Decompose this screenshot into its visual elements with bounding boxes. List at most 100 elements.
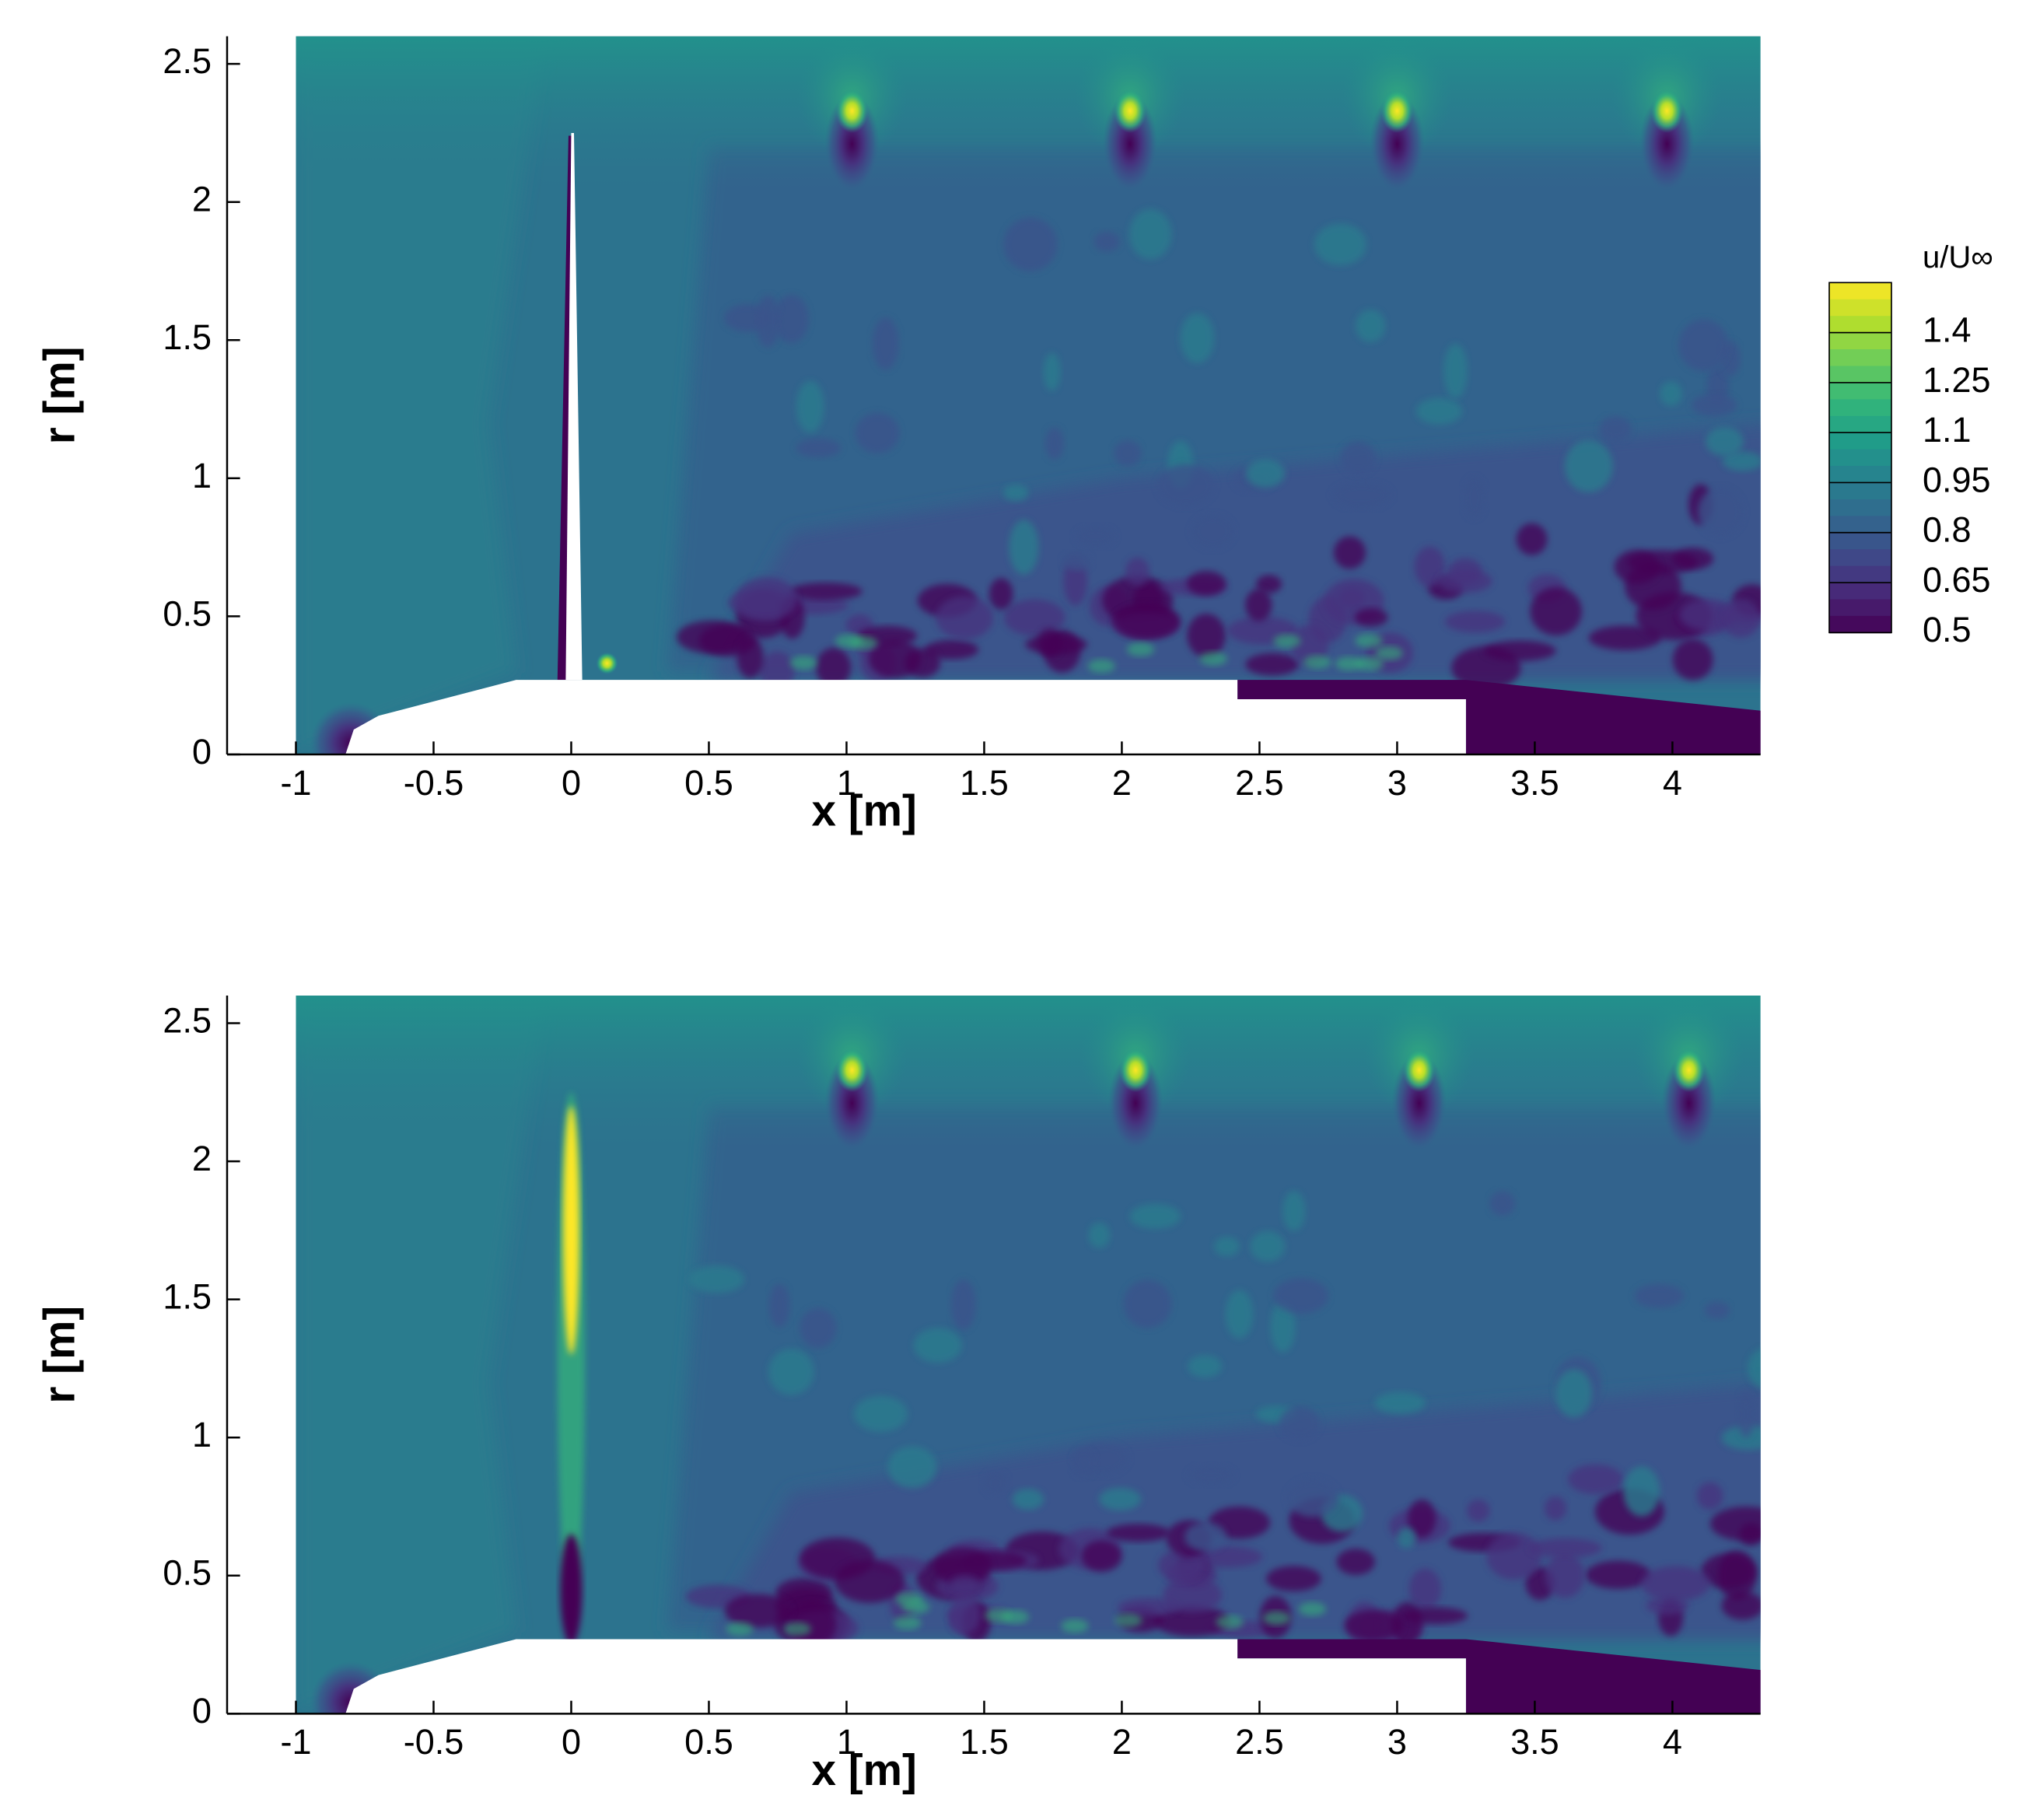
y-tick-label: 0.5 — [163, 593, 212, 633]
field-blob — [1106, 1524, 1170, 1542]
field-blob — [1093, 231, 1120, 252]
field-blob — [1696, 1482, 1723, 1510]
field-blob — [1444, 611, 1506, 633]
field-blob — [1088, 1222, 1111, 1248]
field-blob — [1692, 394, 1737, 417]
field-blob — [1489, 1191, 1516, 1216]
field-blob — [1113, 89, 1147, 133]
field-blob — [901, 1600, 930, 1614]
field-blob — [1588, 625, 1662, 650]
field-blob — [1585, 1560, 1651, 1589]
field-blob — [893, 1615, 922, 1630]
field-blob — [1246, 459, 1286, 488]
field-blob — [1003, 599, 1065, 636]
field-blob — [1001, 1610, 1030, 1624]
field-blob — [1184, 1522, 1226, 1552]
field-blob — [1287, 1479, 1338, 1517]
colorbar-band — [1829, 532, 1891, 551]
field-blob — [1012, 1489, 1044, 1510]
field-blob — [677, 620, 748, 654]
field-blob — [789, 583, 863, 600]
field-blob — [1186, 571, 1226, 597]
x-tick-label: 0 — [562, 763, 581, 803]
colorbar-band — [1829, 466, 1891, 484]
y-tick-label: 2 — [192, 180, 212, 219]
field-blob — [1266, 1566, 1321, 1592]
field-blob — [1710, 1507, 1761, 1542]
field-blob — [853, 1395, 908, 1432]
x-tick-label: 1.5 — [960, 1722, 1009, 1762]
field-blob — [1003, 217, 1058, 271]
field-blob — [835, 1559, 905, 1603]
field-blob — [1273, 634, 1301, 649]
field-blob — [688, 1265, 744, 1293]
field-blob — [1545, 1553, 1585, 1598]
field-blob — [1414, 546, 1446, 587]
field-blob — [768, 1349, 814, 1395]
field-blob — [1099, 1487, 1142, 1510]
colorbar-band — [1829, 482, 1891, 500]
colorbar-band — [1829, 549, 1891, 567]
field-blob — [835, 1048, 869, 1093]
field-blob — [1075, 526, 1116, 548]
field-blob — [755, 295, 780, 348]
field-blob — [950, 1279, 976, 1330]
field-blob — [1614, 550, 1660, 584]
colorbar-band — [1829, 516, 1891, 534]
field-blob — [1245, 653, 1299, 676]
field-blob — [1282, 1191, 1306, 1231]
field-blob — [1568, 1464, 1623, 1495]
field-blob — [1180, 313, 1215, 363]
y-tick-label: 0 — [192, 732, 212, 772]
field-blob — [983, 1471, 1008, 1495]
colorbar-band — [1829, 449, 1891, 467]
colorbar-tick-label: 1.4 — [1923, 310, 1972, 350]
colorbar-band — [1829, 432, 1891, 450]
x-tick-label: 0.5 — [684, 1722, 733, 1762]
y-tick-label: 1 — [192, 456, 212, 495]
field-top — [296, 36, 1761, 188]
field-blob — [560, 1534, 583, 1645]
field-blob — [1245, 589, 1272, 621]
field-blob — [1634, 1283, 1685, 1308]
colorbar-band — [1829, 299, 1891, 317]
field-blob — [1043, 352, 1061, 391]
field-blob — [1072, 1450, 1097, 1477]
field-blob — [596, 652, 618, 675]
colorbar-band — [1829, 349, 1891, 367]
field-blob — [1721, 599, 1761, 638]
field-region — [345, 680, 1466, 754]
field-blob — [1599, 416, 1632, 442]
field-blob — [1564, 439, 1613, 492]
x-tick-label: 2.5 — [1235, 1722, 1284, 1762]
x-tick-label: -1 — [280, 1722, 311, 1762]
colorbar-tick-label: 0.65 — [1923, 560, 1991, 600]
field-blob — [1483, 640, 1556, 661]
field-blob — [1356, 656, 1384, 671]
field-blob — [1722, 451, 1761, 471]
field-blob — [1660, 381, 1682, 406]
x-tick-label: -0.5 — [404, 763, 464, 803]
field-blob — [726, 1622, 754, 1636]
field-blob — [1003, 484, 1029, 502]
x-tick-label: 1.5 — [960, 763, 1009, 803]
x-tick-label: 0 — [562, 1722, 581, 1762]
y-tick-label: 2 — [192, 1139, 212, 1178]
field-blob — [1298, 1601, 1327, 1616]
field-blob — [1748, 1349, 1761, 1388]
field-blob — [1188, 1355, 1223, 1377]
field-blob — [1163, 1577, 1223, 1613]
field-blob — [816, 647, 851, 688]
field-region — [296, 996, 544, 1714]
x-tick-label: 2 — [1112, 763, 1132, 803]
field-blob — [1516, 523, 1548, 555]
y-tick-label: 1.5 — [163, 1277, 212, 1317]
field-blob — [1061, 1619, 1089, 1633]
y-tick-label: 0 — [192, 1691, 212, 1731]
y-tick-label: 0.5 — [163, 1553, 212, 1593]
field-blob — [737, 636, 764, 679]
field-blob — [1199, 652, 1227, 666]
colorbar-tick-label: 1.25 — [1923, 360, 1991, 400]
field-blob — [1698, 488, 1744, 537]
